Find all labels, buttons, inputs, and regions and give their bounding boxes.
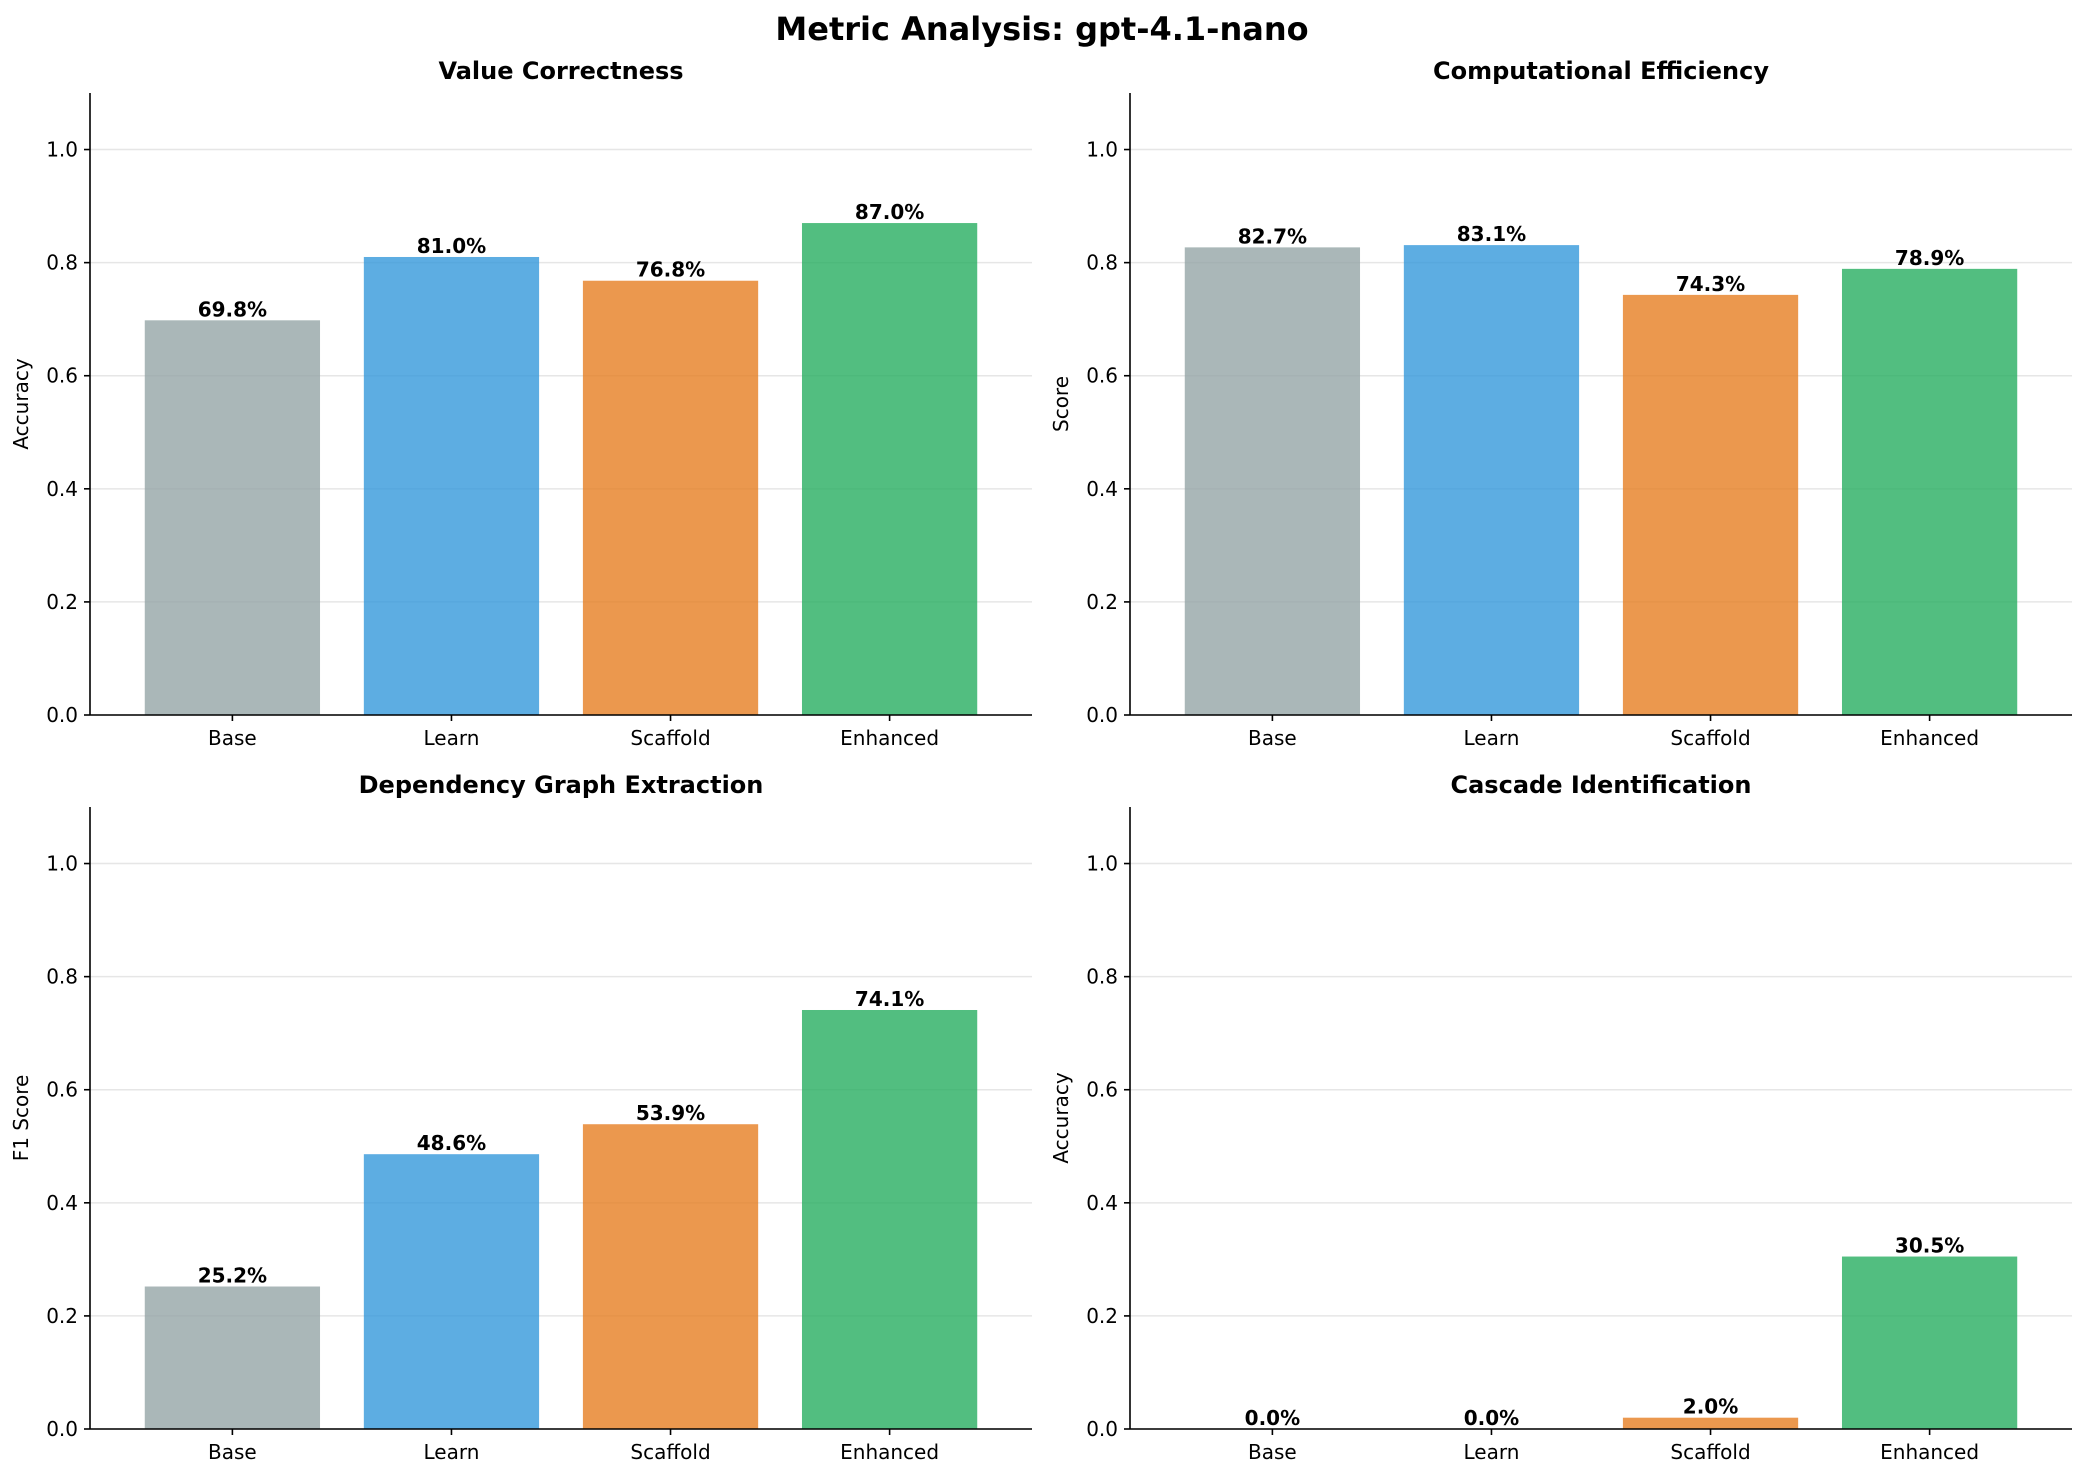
bar-scaffold [582,1124,759,1429]
y-tick-label: 0.0 [46,703,78,727]
x-tick-label: Base [1248,726,1297,750]
x-tick-label: Learn [1464,726,1520,750]
y-axis-label: Accuracy [9,358,33,449]
x-tick-label: Enhanced [840,726,939,750]
bar-learn [1403,245,1580,715]
bar-value-label: 69.8% [198,297,267,321]
y-tick-label: 0.8 [46,251,78,275]
y-axis-label: Score [1049,376,1073,432]
bar-value-label: 0.0% [1464,1406,1519,1430]
x-tick-label: Base [1248,1440,1297,1464]
y-tick-label: 0.4 [1086,477,1118,501]
bar-value-label: 82.7% [1238,224,1307,248]
bar-value-label: 30.5% [1895,1234,1964,1258]
y-tick-label: 0.6 [46,364,78,388]
axes-title: Cascade Identification [1451,771,1752,799]
x-tick-label: Base [208,1440,257,1464]
bar-value-label: 2.0% [1683,1395,1738,1419]
y-tick-label: 0.2 [1086,1304,1118,1328]
bar-scaffold [1622,1417,1799,1429]
bar-value-label: 87.0% [855,200,924,224]
bar-learn [363,1154,540,1429]
y-tick-label: 1.0 [1086,138,1118,162]
x-tick-label: Scaffold [1670,726,1750,750]
bar-value-label: 53.9% [636,1101,705,1125]
panel-dependency-graph-extraction: 25.2% Base 48.6% Learn 53.9% Scaffold 74.1% Enh… [9,771,1032,1464]
y-tick-label: 0.0 [46,1417,78,1441]
bar-value-label: 81.0% [417,234,486,258]
bar-scaffold [1622,294,1799,715]
bar-value-label: 25.2% [198,1264,267,1288]
x-tick-label: Scaffold [1670,1440,1750,1464]
y-tick-label: 1.0 [1086,852,1118,876]
bar-base [1184,247,1361,716]
axes-title: Value Correctness [438,57,683,85]
x-tick-label: Base [208,726,257,750]
y-tick-label: 0.2 [1086,590,1118,614]
panel-computational-efficiency: 82.7% Base 83.1% Learn 74.3% Scaffold 78.9% Enh… [1049,57,2072,750]
x-tick-label: Enhanced [1880,726,1979,750]
panel-value-correctness: 69.8% Base 81.0% Learn 76.8% Scaffold 87.0% Enh… [9,57,1032,750]
bar-value-label: 74.1% [855,987,924,1011]
y-tick-label: 1.0 [46,138,78,162]
y-tick-label: 0.8 [46,965,78,989]
y-tick-label: 1.0 [46,852,78,876]
y-tick-label: 0.0 [1086,703,1118,727]
bar-base [144,320,321,715]
y-tick-label: 0.8 [1086,965,1118,989]
y-tick-label: 0.2 [46,1304,78,1328]
y-axis-label: Accuracy [1049,1072,1073,1163]
x-tick-label: Scaffold [630,1440,710,1464]
y-tick-label: 0.4 [1086,1191,1118,1215]
bar-value-label: 48.6% [417,1131,486,1155]
bar-value-label: 83.1% [1457,222,1526,246]
bar-enhanced [1841,1256,2018,1429]
y-tick-label: 0.6 [1086,364,1118,388]
bar-base [144,1286,321,1429]
x-tick-label: Learn [1464,1440,1520,1464]
bar-value-label: 76.8% [636,258,705,282]
x-tick-label: Learn [424,1440,480,1464]
y-tick-label: 0.4 [46,477,78,501]
figure-title: Metric Analysis: gpt-4.1-nano [775,10,1308,48]
y-tick-label: 0.6 [1086,1078,1118,1102]
y-axis-label: F1 Score [9,1075,33,1162]
bar-value-label: 78.9% [1895,246,1964,270]
x-tick-label: Learn [424,726,480,750]
y-tick-label: 0.2 [46,590,78,614]
x-tick-label: Enhanced [840,1440,939,1464]
y-tick-label: 0.8 [1086,251,1118,275]
bar-value-label: 74.3% [1676,272,1745,296]
axes-title: Computational Efficiency [1433,57,1769,85]
y-tick-label: 0.4 [46,1191,78,1215]
x-tick-label: Enhanced [1880,1440,1979,1464]
x-tick-label: Scaffold [630,726,710,750]
y-tick-label: 0.6 [46,1078,78,1102]
bar-enhanced [801,223,978,715]
bar-enhanced [1841,268,2018,715]
bar-scaffold [582,280,759,715]
bar-enhanced [801,1009,978,1429]
chart-panels: 69.8% Base 81.0% Learn 76.8% Scaffold 87.0% Enh… [9,57,2072,1464]
axes-title: Dependency Graph Extraction [359,771,764,799]
y-tick-label: 0.0 [1086,1417,1118,1441]
panel-cascade-identification: 0.0% Base 0.0% Learn 2.0% Scaffold 30.5% Enhanc… [1049,771,2072,1464]
bar-learn [363,256,540,715]
bar-value-label: 0.0% [1245,1406,1300,1430]
